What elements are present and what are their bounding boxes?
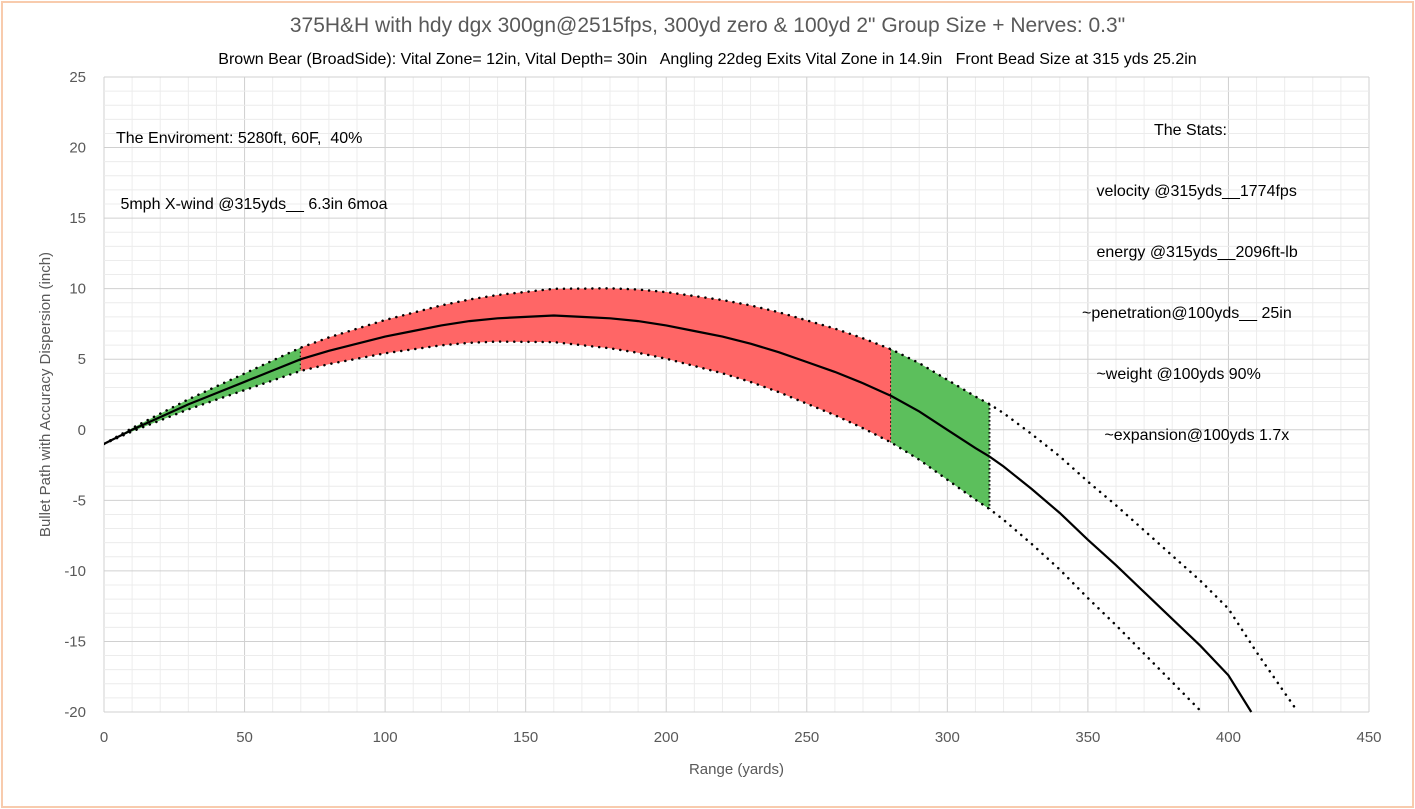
x-tick-label: 400 <box>1216 729 1241 746</box>
y-tick-label: 20 <box>69 140 86 157</box>
environment-annotation: The Enviroment: 5280ft, 60F, 40% 5mph X-… <box>116 84 388 238</box>
lower-dispersion-line <box>104 340 1203 713</box>
x-tick-label: 50 <box>236 729 253 746</box>
y-tick-label: 15 <box>69 210 86 227</box>
stats-line: energy @315yds__2096ft-lb <box>1092 244 1298 261</box>
vital-zone-band <box>891 349 990 510</box>
stats-line: ~penetration@100yds__ 25in <box>1082 305 1292 322</box>
plot-area <box>104 287 1300 713</box>
x-axis-label: Range (yards) <box>689 761 784 778</box>
y-tick-label: 0 <box>78 422 86 439</box>
x-tick-label: 250 <box>794 729 819 746</box>
y-tick-label: -20 <box>64 704 86 721</box>
chart-subtitle: Brown Bear (BroadSide): Vital Zone= 12in… <box>218 51 1197 68</box>
stats-line: ~weight @100yds 90% <box>1092 366 1261 383</box>
stats-line: ~expansion@100yds 1.7x <box>1100 427 1290 444</box>
x-tick-label: 0 <box>100 729 108 746</box>
y-tick-label: 5 <box>78 351 86 368</box>
x-tick-label: 100 <box>373 729 398 746</box>
bullet-path-line <box>104 314 1253 713</box>
x-tick-label: 300 <box>935 729 960 746</box>
y-tick-label: 10 <box>69 281 86 298</box>
y-tick-label: -5 <box>73 492 86 509</box>
vital-zone-band <box>300 288 892 443</box>
environment-line: 5mph X-wind @315yds__ 6.3in 6moa <box>116 196 388 213</box>
y-tick-label: 25 <box>69 69 86 86</box>
stats-line: velocity @315yds__1774fps <box>1092 183 1297 200</box>
chart-title: 375H&H with hdy dgx 300gn@2515fps, 300yd… <box>289 14 1126 37</box>
stats-heading: The Stats: <box>1154 122 1227 139</box>
y-tick-label: -15 <box>64 633 86 650</box>
x-tick-label: 350 <box>1075 729 1100 746</box>
x-tick-label: 200 <box>654 729 679 746</box>
stats-annotation: The Stats: velocity @315yds__1774fps ene… <box>1082 82 1298 466</box>
y-tick-label: -10 <box>64 563 86 580</box>
x-tick-label: 150 <box>513 729 538 746</box>
y-axis-label: Bullet Path with Accuracy Dispersion (in… <box>37 252 54 537</box>
x-tick-label: 450 <box>1356 729 1381 746</box>
environment-line: The Enviroment: 5280ft, 60F, 40% <box>116 130 363 147</box>
